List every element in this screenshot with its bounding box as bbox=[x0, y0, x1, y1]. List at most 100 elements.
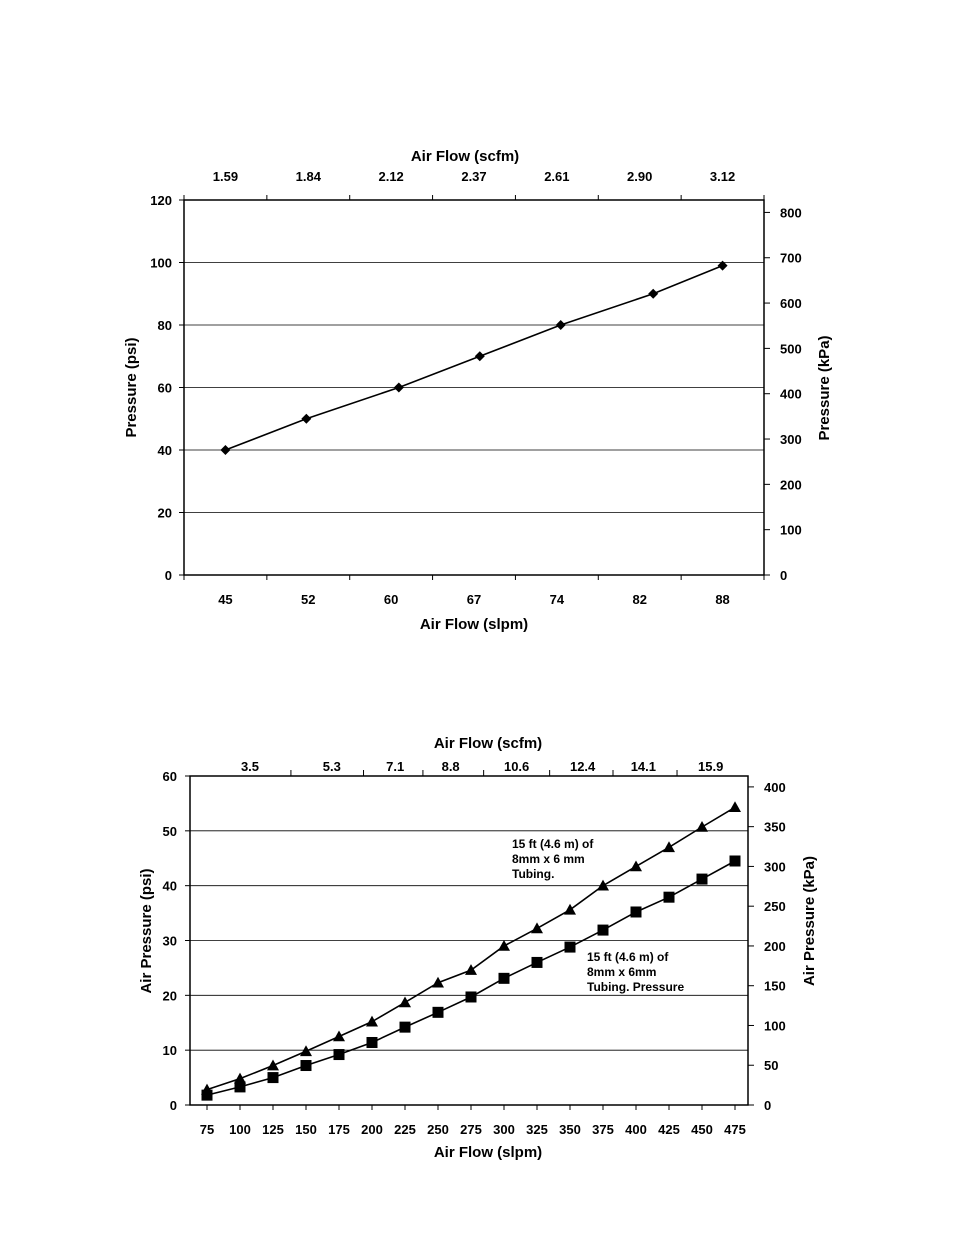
chart-1-y-left-tick-label: 60 bbox=[158, 381, 172, 396]
chart-2-data-point bbox=[663, 891, 675, 903]
chart-2-data-point bbox=[564, 903, 576, 915]
chart-1-x-top-tick-label: 2.90 bbox=[627, 169, 652, 184]
chart-2-x-bottom-tick-label: 450 bbox=[691, 1122, 713, 1137]
chart-2-x-top-tick-label: 8.8 bbox=[442, 759, 460, 774]
chart-2-x-bottom-tick-label: 400 bbox=[625, 1122, 647, 1137]
chart-1-gridlines bbox=[184, 262, 764, 513]
chart-2-data-point bbox=[366, 1015, 378, 1027]
chart-2-data-point bbox=[432, 1006, 444, 1018]
chart-2-annotation-line: Tubing. Pressure bbox=[587, 980, 684, 994]
chart-1-x-bottom-tick-label: 45 bbox=[218, 592, 232, 607]
chart-2-series-line bbox=[206, 806, 736, 1091]
chart-2-data-point bbox=[300, 1060, 312, 1072]
chart-1-data-point bbox=[220, 445, 231, 455]
chart-1-x-bottom-tick-label: 74 bbox=[550, 592, 565, 607]
chart-2-data-point bbox=[663, 841, 675, 853]
chart-1-x-bottom-tick-label: 52 bbox=[301, 592, 315, 607]
chart-1-y-right-tick-label: 700 bbox=[780, 251, 802, 266]
chart-2-annotations: 15 ft (4.6 m) of 8mm x 6 mm Tubing.15 ft (… bbox=[512, 837, 684, 994]
chart-2-x-top-tick-label: 7.1 bbox=[386, 759, 404, 774]
chart-1-y-left-tick-label: 120 bbox=[150, 193, 172, 208]
chart-1-y-right-tick-label: 600 bbox=[780, 296, 802, 311]
chart-1-y-right-tick-label: 300 bbox=[780, 432, 802, 447]
chart-2-data-point bbox=[333, 1049, 345, 1061]
chart-2-x-top-tick-label: 5.3 bbox=[323, 759, 341, 774]
chart-1-x-top-tick-label: 2.12 bbox=[378, 169, 403, 184]
chart-1-x-top-title: Air Flow (scfm) bbox=[411, 148, 519, 165]
chart-1-data-point bbox=[301, 413, 312, 424]
chart-2-y-left-tick-label: 10 bbox=[163, 1043, 177, 1058]
chart-1-series bbox=[220, 260, 728, 455]
chart-2-data-point bbox=[729, 855, 741, 867]
chart-2-x-bottom-tick-label: 350 bbox=[559, 1122, 581, 1137]
chart-1-y-right-tick-label: 800 bbox=[780, 205, 802, 220]
chart-2-x-bottom-tick-label: 100 bbox=[229, 1122, 251, 1137]
chart-2-x-bottom-tick-label: 475 bbox=[724, 1122, 746, 1137]
chart-2-data-point bbox=[234, 1072, 246, 1084]
chart-2-data-point bbox=[300, 1045, 312, 1057]
chart-2-annotation-line: 8mm x 6 mm bbox=[512, 852, 585, 866]
chart-2-data-point bbox=[333, 1030, 345, 1042]
chart-2-y-right-tick-label: 0 bbox=[764, 1098, 771, 1113]
chart-1-data-point bbox=[717, 260, 728, 271]
chart-2-data-point bbox=[399, 996, 411, 1008]
chart-1-x-top-tick-label: 2.61 bbox=[544, 169, 569, 184]
chart-2-data-point bbox=[597, 924, 609, 936]
chart-2-x-top-tick-label: 14.1 bbox=[631, 759, 656, 774]
chart-1-y-left-tick-label: 80 bbox=[158, 318, 172, 333]
chart-2-y-right-title: Air Pressure (kPa) bbox=[801, 856, 818, 986]
chart-2-data-point bbox=[234, 1081, 246, 1093]
chart-1-pressure-vs-flow: 0 20 40 60 80 100 120 0 100 200 300 400 500 600 700 800… bbox=[123, 148, 833, 633]
chart-2-y-left-tick-label: 0 bbox=[170, 1098, 177, 1113]
chart-2-y-right-tick-label: 200 bbox=[764, 939, 786, 954]
chart-2-y-right-tick-label: 100 bbox=[764, 1018, 786, 1033]
chart-1-x-bottom-tick-label: 88 bbox=[715, 592, 729, 607]
chart-1-x-bottom-title: Air Flow (slpm) bbox=[420, 616, 528, 633]
chart-1-x-top-tick-label: 2.37 bbox=[461, 169, 486, 184]
chart-2-gridlines bbox=[190, 830, 748, 1051]
chart-1-y-left-tick-label: 0 bbox=[165, 568, 172, 583]
chart-2-y-right-tick-label: 150 bbox=[764, 979, 786, 994]
chart-2-y-left-tick-label: 20 bbox=[163, 988, 177, 1003]
chart-2-y-right-tick-label: 250 bbox=[764, 899, 786, 914]
chart-1-y-left-tick-label: 20 bbox=[158, 506, 172, 521]
chart-2-x-top-tick-label: 10.6 bbox=[504, 759, 529, 774]
chart-2-y-left-tick-label: 60 bbox=[163, 769, 177, 784]
chart-2-annotation: 15 ft (4.6 m) of 8mm x 6mm Tubing. Pressur… bbox=[587, 950, 684, 994]
chart-2-data-point bbox=[630, 906, 642, 918]
chart-2-data-point bbox=[498, 939, 510, 951]
chart-1-y-left-tick-label: 40 bbox=[158, 443, 172, 458]
chart-2-x-top-title: Air Flow (scfm) bbox=[434, 735, 542, 752]
chart-2-data-point bbox=[432, 976, 444, 988]
chart-1-y-right-title: Pressure (kPa) bbox=[816, 335, 833, 440]
chart-1-y-right-tick-label: 100 bbox=[780, 523, 802, 538]
chart-2-air-pressure-vs-flow: 0 10 20 30 40 50 60 0 50 100 150 200 250 300 350 400 75 1… bbox=[138, 735, 818, 1161]
chart-2-data-point bbox=[267, 1059, 279, 1071]
chart-2-x-top-tick-label: 3.5 bbox=[241, 759, 259, 774]
chart-2-data-point bbox=[465, 991, 477, 1003]
chart-1-y-left-tick-label: 100 bbox=[150, 256, 172, 271]
chart-2-annotation-line: 15 ft (4.6 m) of bbox=[512, 837, 594, 851]
chart-2-y-left-tick-label: 40 bbox=[163, 879, 177, 894]
chart-2-x-bottom-tick-label: 125 bbox=[262, 1122, 284, 1137]
chart-1-y-left-title: Pressure (psi) bbox=[123, 337, 140, 437]
chart-1-y-right-tick-label: 400 bbox=[780, 387, 802, 402]
chart-2-x-top-tick-label: 12.4 bbox=[570, 759, 596, 774]
chart-2-x-bottom-tick-label: 275 bbox=[460, 1122, 482, 1137]
chart-2-data-point bbox=[267, 1072, 279, 1084]
chart-2-x-bottom-title: Air Flow (slpm) bbox=[434, 1144, 542, 1161]
chart-2-data-point bbox=[531, 922, 543, 934]
chart-2-annotation: 15 ft (4.6 m) of 8mm x 6 mm Tubing. bbox=[512, 837, 594, 881]
chart-2-y-right-tick-label: 350 bbox=[764, 820, 786, 835]
chart-1-x-top-tick-label: 1.59 bbox=[213, 169, 238, 184]
chart-1-x-top-tick-label: 1.84 bbox=[296, 169, 322, 184]
chart-1-x-bottom-tick-label: 67 bbox=[467, 592, 481, 607]
chart-2-data-point bbox=[564, 941, 576, 953]
chart-2-y-left-tick-label: 30 bbox=[163, 934, 177, 949]
chart-2-y-right-tick-label: 300 bbox=[764, 859, 786, 874]
chart-1-y-right-tick-label: 200 bbox=[780, 477, 802, 492]
chart-2-x-bottom-tick-label: 200 bbox=[361, 1122, 383, 1137]
chart-2-ticks: 0 10 20 30 40 50 60 0 50 100 150 200 250 300 350 400 75 1… bbox=[163, 759, 786, 1137]
chart-2-series bbox=[201, 801, 741, 1101]
